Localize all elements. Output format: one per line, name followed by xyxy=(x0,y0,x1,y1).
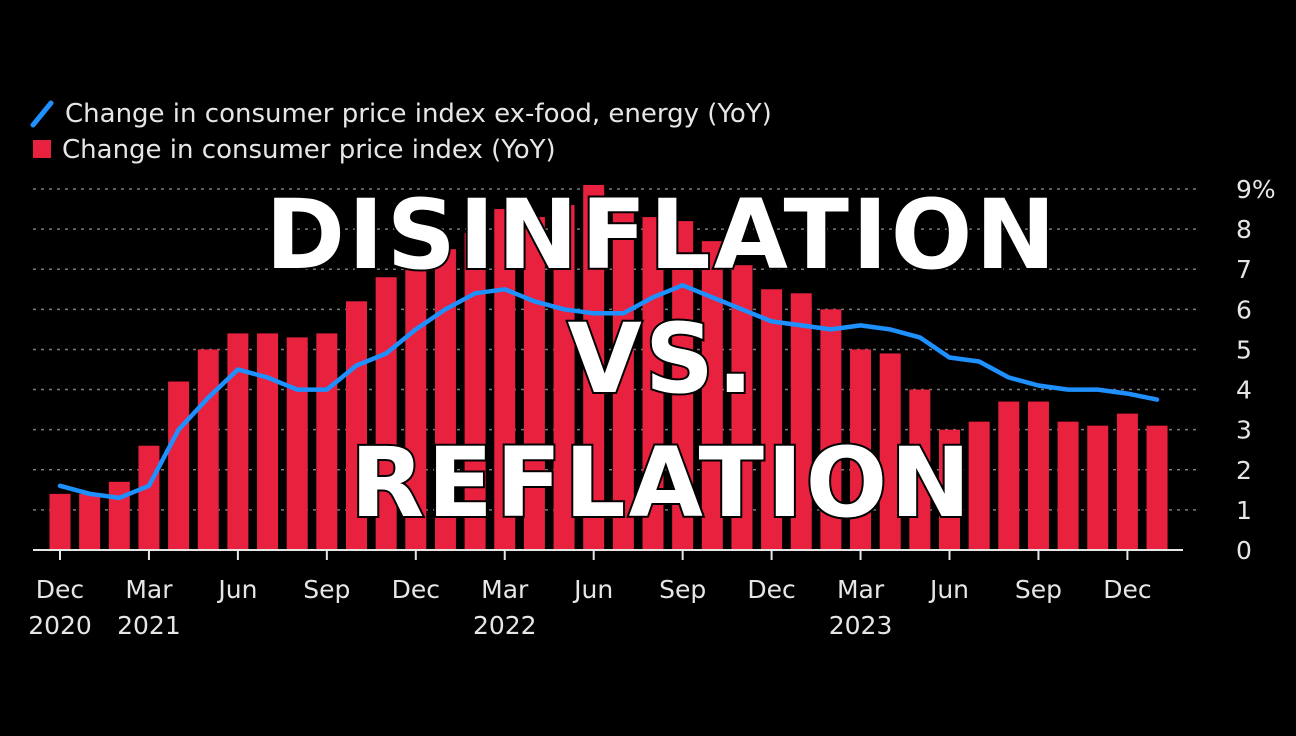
cpi-bar xyxy=(108,481,130,550)
y-tick-label: 2 xyxy=(1236,456,1252,485)
cpi-bar xyxy=(1146,425,1168,550)
x-tick-month: Mar xyxy=(837,575,885,604)
cpi-bar xyxy=(197,349,219,550)
cpi-bar xyxy=(316,333,338,550)
overlay-line-vs: VS. xyxy=(568,303,757,415)
y-tick-label: 0 xyxy=(1236,536,1252,565)
legend-label-core-cpi: Change in consumer price index ex-food, … xyxy=(65,99,772,129)
cpi-bar xyxy=(790,293,812,550)
cpi-bar xyxy=(1116,413,1138,550)
x-tick-month: Mar xyxy=(125,575,173,604)
overlay-headline: DISINFLATION VS. REFLATION xyxy=(263,177,1058,541)
overlay-line-disinflation: DISINFLATION xyxy=(265,179,1058,291)
y-tick-label: 5 xyxy=(1236,335,1252,364)
x-tick-month: Dec xyxy=(392,575,440,604)
cpi-bar xyxy=(138,445,160,550)
x-tick-month: Dec xyxy=(1103,575,1151,604)
cpi-bar xyxy=(553,205,575,551)
cpi-bar xyxy=(1057,421,1079,550)
cpi-bar xyxy=(1087,425,1109,550)
x-tick-month: Jun xyxy=(928,575,969,604)
y-tick-label: 8 xyxy=(1236,215,1252,244)
cpi-bar xyxy=(583,184,605,550)
legend-label-cpi: Change in consumer price index (YoY) xyxy=(62,135,556,165)
x-tick-month: Dec xyxy=(36,575,84,604)
y-tick-label: 4 xyxy=(1236,376,1252,405)
y-tick-label: 6 xyxy=(1236,295,1252,324)
cpi-bar xyxy=(761,289,783,550)
x-tick-month: Sep xyxy=(659,575,706,604)
core-cpi-line xyxy=(57,283,1160,501)
x-tick-month: Dec xyxy=(747,575,795,604)
y-tick-label: 3 xyxy=(1236,416,1252,445)
y-axis-ticks: 0 1 2 3 4 5 6 7 8 9% xyxy=(1236,175,1276,565)
x-tick-year: 2022 xyxy=(473,611,537,640)
cpi-bar xyxy=(168,381,190,550)
legend-line-swatch xyxy=(30,100,54,128)
x-tick-month: Sep xyxy=(303,575,350,604)
cpi-bar xyxy=(909,389,931,550)
y-tick-label: 7 xyxy=(1236,255,1252,284)
cpi-bar xyxy=(701,241,723,550)
y-tick-label: 1 xyxy=(1236,496,1252,525)
x-axis-ticks: Dec 2020 Mar 2021 Jun Sep Dec Mar 2022 Jun Sep Dec M… xyxy=(28,550,1152,640)
cpi-bar xyxy=(879,353,901,550)
overlay-line-reflation: REFLATION xyxy=(350,427,973,539)
x-tick-month: Mar xyxy=(481,575,529,604)
cpi-bar xyxy=(49,493,71,550)
cpi-bar xyxy=(612,209,634,551)
x-tick-year: 2020 xyxy=(28,611,92,640)
cpi-bar xyxy=(375,277,397,550)
cpi-bar xyxy=(79,493,101,550)
cpi-bar xyxy=(494,209,516,551)
legend: Change in consumer price index ex-food, … xyxy=(30,99,772,165)
cpi-bar xyxy=(227,333,249,550)
cpi-bar xyxy=(286,337,308,550)
line-series xyxy=(57,283,1160,501)
y-tick-label: 9% xyxy=(1236,175,1276,204)
x-tick-month: Sep xyxy=(1015,575,1062,604)
legend-bar-swatch xyxy=(33,140,51,158)
cpi-bar xyxy=(257,333,279,550)
cpi-bar xyxy=(464,233,486,550)
cpi-bar xyxy=(820,309,842,550)
x-tick-year: 2021 xyxy=(117,611,181,640)
x-tick-month: Jun xyxy=(216,575,257,604)
x-tick-month: Jun xyxy=(572,575,613,604)
cpi-bar xyxy=(850,349,872,550)
cpi-bar xyxy=(939,429,960,550)
x-tick-year: 2023 xyxy=(829,611,893,640)
cpi-bar xyxy=(672,221,694,551)
cpi-bar xyxy=(405,269,427,550)
cpi-bar xyxy=(434,249,456,550)
cpi-bar xyxy=(1027,401,1049,550)
cpi-bar xyxy=(998,401,1020,550)
cpi-bar xyxy=(731,265,753,550)
bar-series xyxy=(49,184,1168,551)
cpi-bar xyxy=(968,421,990,550)
